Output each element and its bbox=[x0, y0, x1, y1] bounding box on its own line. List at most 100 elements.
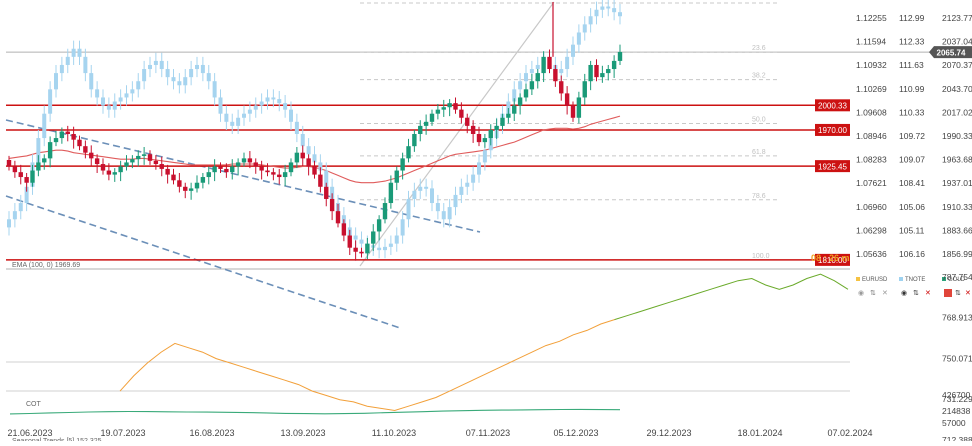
tnote-candle bbox=[171, 77, 176, 82]
gold-toggle-badge bbox=[944, 289, 952, 297]
gold-candle bbox=[335, 211, 341, 224]
gold-candle bbox=[441, 107, 446, 110]
gold-candle bbox=[429, 113, 435, 122]
tnote-candle bbox=[588, 16, 593, 25]
tnote-candle bbox=[259, 101, 264, 106]
gold-candle bbox=[100, 164, 106, 171]
gold-candle bbox=[312, 166, 317, 175]
x-axis-tick-label: 19.07.2023 bbox=[100, 428, 145, 438]
gold-candle bbox=[12, 166, 18, 173]
fib-anchor-line bbox=[359, 1, 555, 267]
price-axis: 1.12255 112.99 2123.77 1.11594 112.33 2037.04… bbox=[12, 13, 972, 297]
fib-level-label: 100.0 bbox=[752, 253, 770, 260]
gold-candle bbox=[576, 97, 582, 118]
gold-candle bbox=[153, 160, 159, 165]
tnote-candle bbox=[36, 138, 41, 163]
gold-candle bbox=[465, 117, 470, 126]
tnote-candle bbox=[435, 203, 440, 212]
lower-trend-line bbox=[5, 195, 401, 329]
eurusd-axis-label: 1.12255 bbox=[856, 13, 887, 23]
tnote-candle bbox=[506, 101, 511, 114]
x-axis-tick-label: 05.12.2023 bbox=[553, 428, 598, 438]
gold-candle bbox=[488, 129, 493, 139]
eye-icon: ◉ bbox=[901, 290, 907, 297]
gold-candle bbox=[318, 174, 323, 187]
gold-candle bbox=[541, 56, 546, 74]
tnote-candle bbox=[59, 64, 64, 74]
gold-candle bbox=[512, 105, 517, 114]
gold-candle bbox=[359, 251, 364, 254]
seasonal-axis-label: 712.388 bbox=[942, 435, 972, 441]
gold-candle bbox=[288, 162, 294, 173]
gold-candle bbox=[235, 162, 241, 167]
tnote-candle bbox=[177, 81, 182, 86]
gold-candle bbox=[94, 158, 100, 165]
gold-candle bbox=[476, 134, 482, 143]
gold-candle bbox=[230, 166, 235, 173]
tnote-candle bbox=[477, 162, 481, 175]
trend-channel[interactable] bbox=[5, 1, 555, 329]
gold-candle bbox=[529, 81, 535, 90]
eurusd-axis-label: 1.06298 bbox=[856, 225, 887, 235]
tnote-candle bbox=[383, 246, 387, 251]
gold-candles[interactable] bbox=[6, 2, 623, 261]
gold-candle bbox=[570, 105, 576, 118]
seasonal-projection-line bbox=[614, 273, 849, 321]
tnote-candle bbox=[136, 81, 141, 90]
gold-candle bbox=[294, 152, 300, 163]
level-price-label: 2000.33 bbox=[818, 102, 847, 111]
gold-candle bbox=[482, 138, 488, 143]
gold-legend-swatch bbox=[942, 277, 946, 281]
tnote-candle bbox=[7, 219, 11, 228]
gold-candle bbox=[218, 166, 223, 169]
gold-candle bbox=[535, 73, 540, 82]
tnote-candle bbox=[606, 6, 611, 9]
tnote-legend-swatch bbox=[899, 277, 903, 281]
gold-candle bbox=[59, 131, 65, 139]
tnote-candle bbox=[159, 60, 164, 70]
tnote-candle bbox=[465, 182, 470, 187]
gold-candle bbox=[188, 188, 194, 191]
gold-candle bbox=[65, 131, 70, 134]
tnote-candle bbox=[312, 154, 317, 163]
tnote-candle bbox=[318, 162, 323, 171]
tnote-candle bbox=[324, 170, 329, 187]
close-icon: ✕ bbox=[965, 290, 971, 297]
gold-candle bbox=[277, 174, 282, 178]
gold-candle bbox=[141, 154, 147, 156]
x-axis-tick-label: 18.01.2024 bbox=[737, 428, 782, 438]
time-axis: 21.06.2023 19.07.2023 16.08.2023 13.09.2023… bbox=[7, 428, 872, 438]
level-badge bbox=[815, 99, 850, 112]
tnote-candle bbox=[430, 188, 434, 204]
gold-candle bbox=[324, 186, 329, 199]
tnote-candle bbox=[148, 64, 152, 70]
ema-indicator-label: EMA (100, 0) 1969.69 bbox=[12, 262, 80, 269]
level-price-label: 1810.00 bbox=[818, 256, 847, 265]
tnote-candle bbox=[377, 247, 382, 251]
tnote-candle bbox=[83, 56, 88, 74]
tnote-candle bbox=[471, 174, 476, 183]
eye-icon: ◉ bbox=[858, 290, 864, 297]
support-levels[interactable]: 2000.33 1970.00 1925.45 1810.00 bbox=[6, 99, 850, 266]
x-axis-tick-label: 13.09.2023 bbox=[280, 428, 325, 438]
eurusd-axis-label: 1.09608 bbox=[856, 107, 887, 117]
tnote-candle bbox=[242, 113, 246, 118]
gold-candle bbox=[271, 172, 276, 175]
gold-candle bbox=[341, 223, 347, 236]
gold-candle bbox=[183, 186, 188, 191]
tnote-candle bbox=[294, 121, 299, 134]
cot-label: COT bbox=[26, 401, 42, 408]
gold-candle bbox=[124, 162, 129, 167]
gold-candle bbox=[412, 134, 417, 147]
eurusd-axis-label: 1.07621 bbox=[856, 178, 887, 188]
panel-divider bbox=[6, 268, 850, 270]
gold-candle bbox=[224, 168, 229, 173]
gold-candle bbox=[42, 158, 47, 163]
tnote-candle bbox=[224, 113, 229, 122]
gold-axis-label: 1990.33 bbox=[942, 131, 972, 141]
tnote-candle bbox=[106, 105, 111, 110]
gold-candle bbox=[106, 170, 112, 175]
